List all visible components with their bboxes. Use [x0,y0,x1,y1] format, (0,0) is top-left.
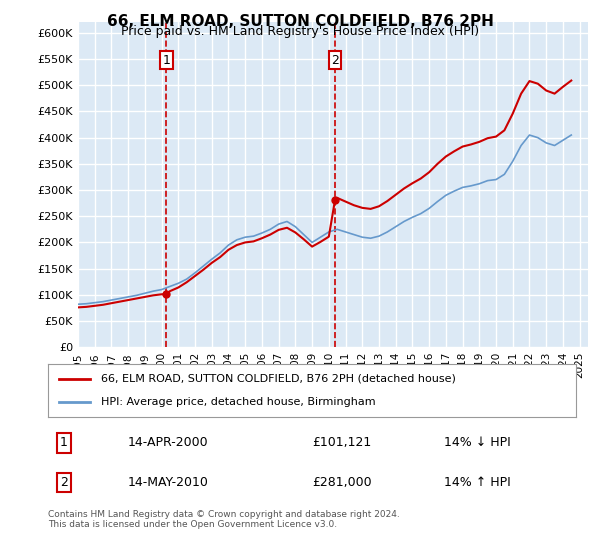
Text: £281,000: £281,000 [312,475,371,489]
Text: 14-MAY-2010: 14-MAY-2010 [127,475,208,489]
Text: 1: 1 [163,54,170,67]
Text: 66, ELM ROAD, SUTTON COLDFIELD, B76 2PH (detached house): 66, ELM ROAD, SUTTON COLDFIELD, B76 2PH … [101,374,455,384]
Text: 2: 2 [331,54,339,67]
Text: 2: 2 [60,475,68,489]
Text: 66, ELM ROAD, SUTTON COLDFIELD, B76 2PH: 66, ELM ROAD, SUTTON COLDFIELD, B76 2PH [107,14,493,29]
Text: 14% ↓ HPI: 14% ↓ HPI [444,436,511,450]
Text: 14% ↑ HPI: 14% ↑ HPI [444,475,511,489]
Text: Contains HM Land Registry data © Crown copyright and database right 2024.
This d: Contains HM Land Registry data © Crown c… [48,510,400,529]
Text: HPI: Average price, detached house, Birmingham: HPI: Average price, detached house, Birm… [101,397,376,407]
Text: 1: 1 [60,436,68,450]
Text: Price paid vs. HM Land Registry's House Price Index (HPI): Price paid vs. HM Land Registry's House … [121,25,479,38]
Text: £101,121: £101,121 [312,436,371,450]
Text: 14-APR-2000: 14-APR-2000 [127,436,208,450]
